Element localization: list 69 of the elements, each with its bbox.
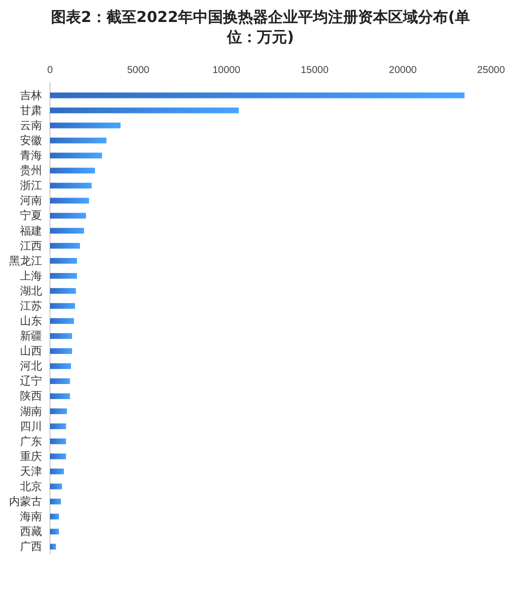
x-tick-label: 10000 <box>212 65 241 76</box>
bar <box>50 92 465 98</box>
bar <box>50 288 76 294</box>
bar <box>50 348 72 354</box>
x-tick-label: 20000 <box>388 65 418 76</box>
y-tick-label: 山西 <box>20 344 42 358</box>
y-tick-label: 湖南 <box>20 404 42 418</box>
y-tick-label: 河南 <box>20 194 42 208</box>
bar <box>50 138 106 144</box>
y-tick-label: 贵州 <box>20 164 42 178</box>
bar <box>50 454 66 460</box>
y-tick-label: 西藏 <box>20 525 42 538</box>
x-tick-label: 0 <box>47 65 54 76</box>
chart-title: 图表2：截至2022年中国换热器企业平均注册资本区域分布(单位：万元) <box>50 8 470 46</box>
bar <box>50 393 70 400</box>
y-tick-label: 天津 <box>20 464 42 478</box>
bar <box>50 468 64 474</box>
bar <box>50 198 89 204</box>
y-tick-label: 江苏 <box>20 299 42 312</box>
y-tick-label: 河北 <box>20 360 42 373</box>
x-tick-label: 15000 <box>300 65 329 76</box>
bar <box>50 242 80 249</box>
y-tick-label: 湖北 <box>20 284 42 298</box>
y-tick-label: 陕西 <box>20 390 42 403</box>
bar <box>50 182 92 188</box>
bar <box>50 514 59 520</box>
bar <box>50 498 61 504</box>
bar <box>50 152 102 158</box>
bar <box>50 333 72 339</box>
y-tick-label: 吉林 <box>20 88 42 102</box>
bar <box>50 528 59 534</box>
y-tick-label: 黑龙江 <box>9 254 42 268</box>
y-tick-label: 云南 <box>20 118 42 132</box>
bar <box>50 168 95 174</box>
y-tick-label: 青海 <box>20 149 42 162</box>
bar <box>50 273 77 279</box>
bar <box>50 484 62 490</box>
y-tick-label: 浙江 <box>20 179 42 192</box>
y-tick-label: 安徽 <box>20 134 42 148</box>
bar <box>50 228 84 234</box>
y-tick-label: 广西 <box>20 540 42 554</box>
y-tick-label: 甘肃 <box>20 104 42 117</box>
y-tick-label: 四川 <box>20 420 42 433</box>
y-tick-label: 福建 <box>20 224 42 238</box>
bar <box>50 212 86 219</box>
bar <box>50 318 74 324</box>
bar <box>50 303 76 309</box>
x-tick-label: 5000 <box>127 65 150 76</box>
y-tick-label: 广东 <box>20 434 42 448</box>
bar <box>50 544 56 550</box>
bar <box>50 363 71 369</box>
y-tick-label: 上海 <box>20 269 42 282</box>
y-tick-label: 山东 <box>20 314 42 328</box>
y-tick-label: 江西 <box>20 240 42 252</box>
y-tick-label: 海南 <box>20 510 42 524</box>
y-tick-label: 辽宁 <box>20 374 42 388</box>
bar <box>50 122 121 128</box>
bar <box>50 423 66 430</box>
y-tick-label: 重庆 <box>20 450 42 463</box>
bar <box>50 408 67 414</box>
bar <box>50 258 77 264</box>
bar <box>50 108 239 114</box>
x-tick-label: 25000 <box>477 65 506 76</box>
y-tick-label: 内蒙古 <box>9 495 42 508</box>
y-tick-label: 北京 <box>20 480 42 493</box>
y-tick-label: 新疆 <box>20 330 42 343</box>
y-tick-label: 宁夏 <box>20 209 42 222</box>
bar <box>50 438 66 444</box>
bar <box>50 378 70 384</box>
